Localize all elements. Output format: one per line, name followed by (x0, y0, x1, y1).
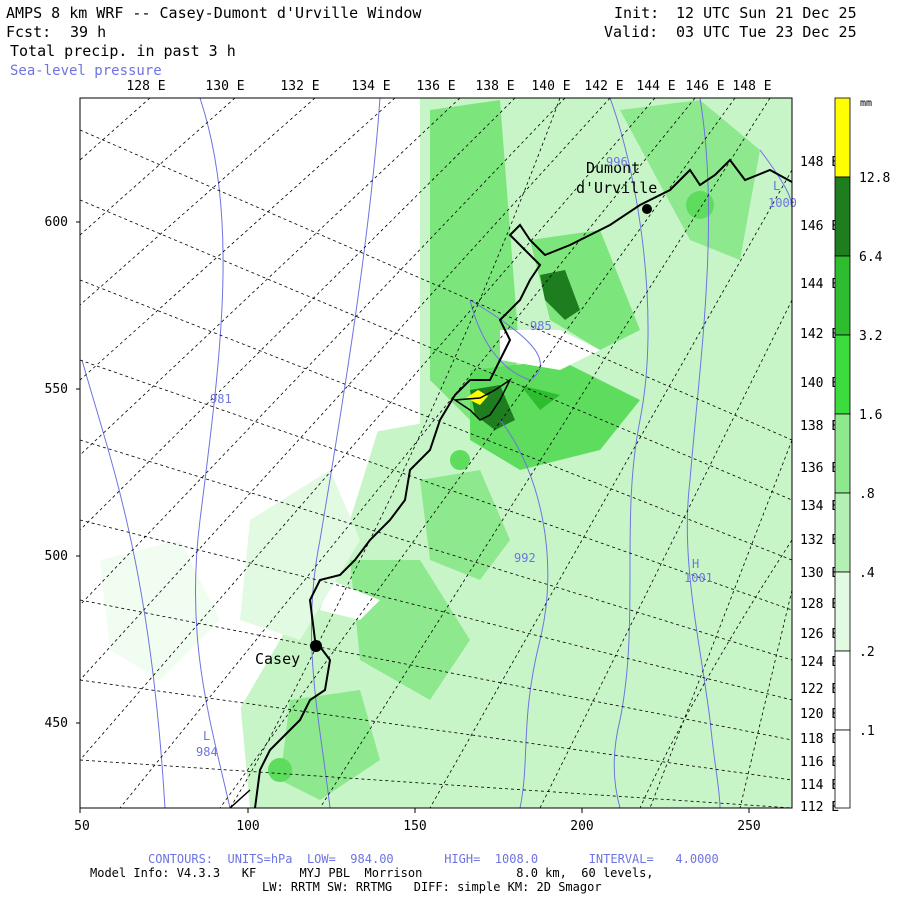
colorbar-level: .1 (859, 724, 875, 739)
right-lat-label: 116 E (800, 755, 839, 770)
isobars (81, 98, 792, 808)
top-axis: 128 E 130 E 132 E 134 E 136 E 138 E 140 … (126, 79, 771, 94)
contour-label: 996 (606, 155, 628, 169)
top-lon-label: 136 E (416, 79, 455, 94)
left-y-label: 450 (45, 716, 68, 731)
colorbar-level: 3.2 (859, 329, 882, 344)
top-lon-label: 130 E (205, 79, 244, 94)
bottom-axis: 50 100 150 200 250 (74, 819, 761, 834)
contours-info: CONTOURS: UNITS=hPa LOW= 984.00 HIGH= 10… (148, 852, 719, 866)
colorbar-swatch (834, 729, 851, 809)
right-lat-label: 130 E (800, 566, 839, 581)
model-info-line2: LW: RRTM SW: RRTMG DIFF: simple KM: 2D S… (262, 880, 602, 894)
valid-value: 03 UTC Tue 23 Dec 25 (676, 23, 857, 41)
right-lat-label: 146 E (800, 219, 839, 234)
map-title: AMPS 8 km WRF -- Casey-Dumont d'Urville … (6, 4, 422, 22)
forecast-label: Fcst: (6, 23, 52, 41)
left-ticks (76, 221, 750, 813)
colorbar-swatch (834, 492, 851, 573)
right-lat-label: 148 E (800, 155, 839, 170)
pressure-center: L (203, 729, 210, 743)
right-lat-label: 144 E (800, 277, 839, 292)
right-lat-label: 120 E (800, 707, 839, 722)
top-lon-label: 146 E (685, 79, 724, 94)
right-lat-label: 134 E (800, 499, 839, 514)
bottom-x-label: 250 (737, 819, 760, 834)
bottom-x-label: 150 (403, 819, 426, 834)
station-casey-label: Casey (255, 650, 300, 668)
right-lat-label: 140 E (800, 376, 839, 391)
top-lon-label: 128 E (126, 79, 165, 94)
colorbar: mm 12.8 6.4 3.2 1.6 .8 .4 .2 .1 (834, 97, 890, 809)
right-lat-label: 114 E (800, 778, 839, 793)
right-lat-label: 138 E (800, 419, 839, 434)
right-lat-label: 128 E (800, 597, 839, 612)
map-frame (79, 97, 793, 809)
contour-label: 992 (514, 551, 536, 565)
field-secondary: Sea-level pressure (10, 63, 162, 79)
top-lon-label: 144 E (636, 79, 675, 94)
right-lat-label: 112 E (800, 800, 839, 815)
top-lon-label: 142 E (584, 79, 623, 94)
station-casey-marker (310, 640, 322, 652)
model-info-line1: Model Info: V4.3.3 KF MYJ PBL Morrison 8… (90, 866, 654, 880)
top-lon-label: 140 E (531, 79, 570, 94)
colorbar-level: .4 (859, 566, 875, 581)
colorbar-unit: mm (860, 98, 872, 109)
left-y-label: 500 (45, 549, 68, 564)
colorbar-swatch (834, 255, 851, 336)
station-dumont-marker (642, 204, 652, 214)
bottom-x-label: 200 (570, 819, 593, 834)
graticule (80, 98, 792, 808)
init-label: Init: (614, 4, 660, 22)
coastline (229, 158, 792, 808)
right-lat-label: 124 E (800, 655, 839, 670)
contour-label: 1001 (684, 571, 713, 585)
left-axis: 600 550 500 450 (45, 215, 68, 731)
contour-label: 1000 (768, 196, 797, 210)
precip-field (80, 98, 792, 808)
top-lon-label: 148 E (732, 79, 771, 94)
colorbar-level: 1.6 (859, 408, 882, 423)
station-dumont-label2: d'Urville (576, 179, 657, 197)
colorbar-swatch (834, 97, 851, 178)
right-lat-label: 118 E (800, 732, 839, 747)
right-lat-label: 136 E (800, 461, 839, 476)
field-primary: Total precip. in past 3 h (10, 42, 236, 60)
left-y-label: 550 (45, 382, 68, 397)
colorbar-swatch (834, 413, 851, 494)
colorbar-level: 6.4 (859, 250, 883, 265)
right-axis: 148 E 146 E 144 E 142 E 140 E 138 E 136 … (800, 155, 839, 815)
left-y-label: 600 (45, 215, 68, 230)
contour-label: 985 (530, 319, 552, 333)
colorbar-swatch (834, 334, 851, 415)
colorbar-level: .2 (859, 645, 875, 660)
colorbar-swatch (834, 176, 851, 257)
colorbar-level: .8 (859, 487, 875, 502)
top-lon-label: 138 E (475, 79, 514, 94)
right-lat-label: 132 E (800, 533, 839, 548)
right-lat-label: 142 E (800, 327, 839, 342)
top-lon-label: 132 E (280, 79, 319, 94)
top-lon-label: 134 E (351, 79, 390, 94)
station-dumont-label: Dumont (586, 159, 640, 177)
pressure-center: H (692, 557, 699, 571)
init-value: 12 UTC Sun 21 Dec 25 (676, 4, 857, 22)
contour-label: 981 (210, 392, 232, 406)
valid-label: Valid: (604, 23, 659, 41)
contour-label-group: 981 985 992 1001 984 1000 996 L H L (196, 155, 797, 759)
contour-label: 984 (196, 745, 218, 759)
pressure-center: L (773, 179, 780, 193)
colorbar-swatch (834, 650, 851, 731)
bottom-x-label: 100 (236, 819, 259, 834)
bottom-x-label: 50 (74, 819, 90, 834)
right-lat-label: 122 E (800, 682, 839, 697)
colorbar-swatch (834, 571, 851, 652)
forecast-value: 39 h (70, 23, 107, 41)
right-lat-label: 126 E (800, 627, 839, 642)
colorbar-level: 12.8 (859, 171, 890, 186)
